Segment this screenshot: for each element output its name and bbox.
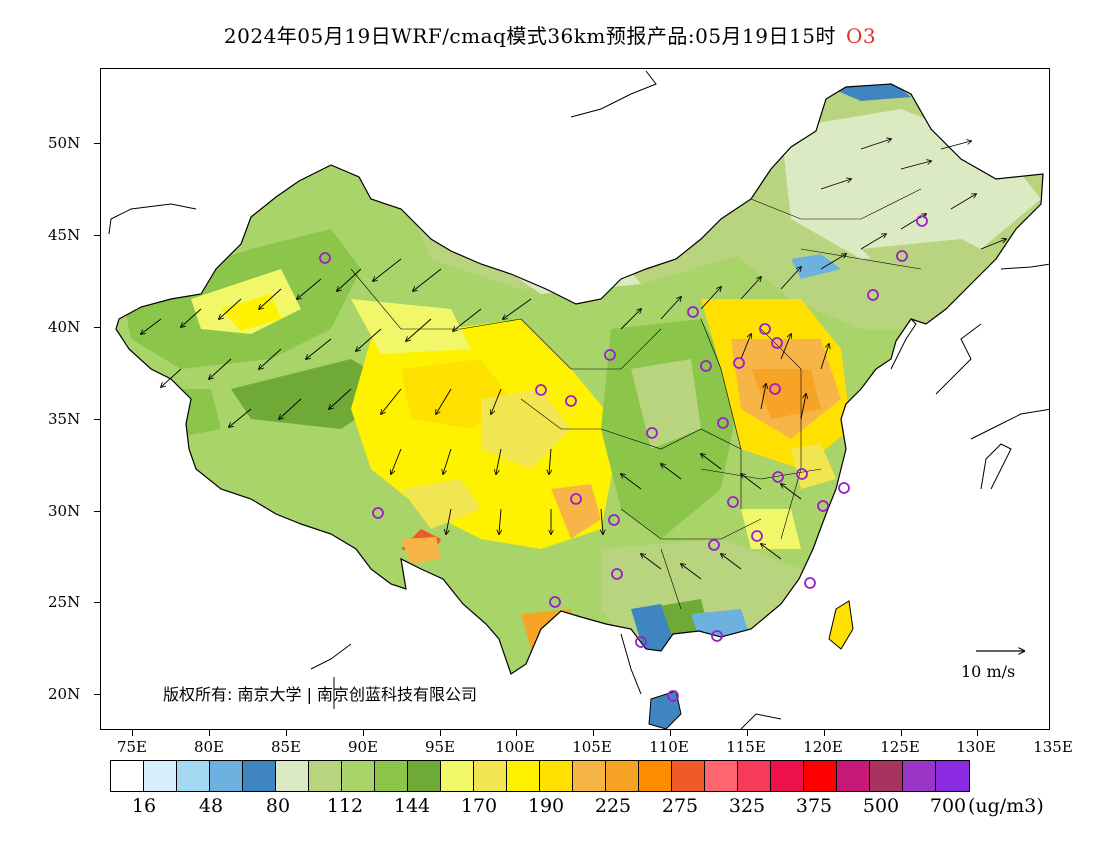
colorbar-swatch xyxy=(243,761,276,791)
colorbar-label: 275 xyxy=(661,795,699,817)
colorbar-swatch xyxy=(309,761,342,791)
lon-tick xyxy=(901,730,902,736)
colorbar-swatch xyxy=(804,761,837,791)
colorbar-swatch xyxy=(903,761,936,791)
lon-label-120e: 120E xyxy=(803,738,843,756)
colorbar-swatch xyxy=(606,761,639,791)
lon-label-95e: 95E xyxy=(424,738,456,756)
colorbar-label: 48 xyxy=(198,795,224,817)
colorbar-swatch xyxy=(738,761,771,791)
lon-label-90e: 90E xyxy=(347,738,379,756)
lat-tick xyxy=(94,602,100,603)
lon-label-110e: 110E xyxy=(649,738,689,756)
colorbar-label: 112 xyxy=(326,795,364,817)
colorbar-label: 80 xyxy=(265,795,291,817)
title-text: 2024年05月19日WRF/cmaq模式36km预报产品:05月19日15时 xyxy=(223,24,836,48)
lon-label-80e: 80E xyxy=(193,738,225,756)
lat-label-45n: 45N xyxy=(48,226,81,244)
colorbar-swatch xyxy=(474,761,507,791)
lon-tick xyxy=(670,730,671,736)
lon-tick xyxy=(286,730,287,736)
pollutant-label: O3 xyxy=(845,24,877,48)
colorbar-swatch xyxy=(111,761,144,791)
colorbar-label: 375 xyxy=(795,795,833,817)
neighbor-outlines xyxy=(108,70,1049,729)
colorbar-label: 325 xyxy=(728,795,766,817)
lon-label-135e: 135E xyxy=(1033,738,1073,756)
colorbar-swatch xyxy=(573,761,606,791)
lon-label-75e: 75E xyxy=(116,738,148,756)
colorbar-swatch xyxy=(507,761,540,791)
wind-vectors xyxy=(141,139,1006,580)
china-ozone-map xyxy=(108,70,1049,729)
colorbar xyxy=(110,760,970,792)
lat-label-25n: 25N xyxy=(48,593,81,611)
colorbar-swatch xyxy=(837,761,870,791)
province-lines xyxy=(350,188,922,610)
colorbar-label: 225 xyxy=(594,795,632,817)
colorbar-swatch xyxy=(705,761,738,791)
lat-label-20n: 20N xyxy=(48,685,81,703)
colorbar-swatch xyxy=(210,761,243,791)
colorbar-swatch xyxy=(870,761,903,791)
colorbar-label: 500 xyxy=(862,795,900,817)
lat-label-40n: 40N xyxy=(48,318,81,336)
colorbar-swatch xyxy=(441,761,474,791)
lon-tick xyxy=(440,730,441,736)
colorbar-label: 190 xyxy=(527,795,565,817)
lon-tick xyxy=(747,730,748,736)
china-border xyxy=(115,83,1044,675)
colorbar-label: 16 xyxy=(131,795,157,817)
lat-tick xyxy=(94,511,100,512)
taiwan-island xyxy=(828,600,854,650)
colorbar-label: 144 xyxy=(393,795,431,817)
lon-label-130e: 130E xyxy=(956,738,996,756)
lon-tick xyxy=(516,730,517,736)
colorbar-unit: (ug/m3) xyxy=(968,795,1044,817)
lon-tick xyxy=(977,730,978,736)
lon-tick xyxy=(209,730,210,736)
colorbar-swatch xyxy=(276,761,309,791)
lon-label-105e: 105E xyxy=(572,738,612,756)
lon-label-125e: 125E xyxy=(880,738,920,756)
wind-reference-label: 10 m/s xyxy=(961,662,1016,681)
colorbar-swatch xyxy=(540,761,573,791)
colorbar-swatch xyxy=(771,761,804,791)
lon-label-85e: 85E xyxy=(270,738,302,756)
lat-label-30n: 30N xyxy=(48,502,81,520)
colorbar-label: 700 xyxy=(929,795,967,817)
lon-label-100e: 100E xyxy=(495,738,535,756)
lon-tick xyxy=(593,730,594,736)
lat-tick xyxy=(94,143,100,144)
map-title: 2024年05月19日WRF/cmaq模式36km预报产品:05月19日15时 O… xyxy=(0,20,1100,49)
lon-tick xyxy=(363,730,364,736)
lon-label-115e: 115E xyxy=(726,738,766,756)
hainan-island xyxy=(648,690,682,729)
colorbar-swatch xyxy=(408,761,441,791)
colorbar-swatch xyxy=(342,761,375,791)
station-markers xyxy=(319,215,928,702)
lat-label-50n: 50N xyxy=(48,134,81,152)
colorbar-label: 170 xyxy=(460,795,498,817)
map-panel: 版权所有: 南京大学 | 南京创蓝科技有限公司 10 m/s xyxy=(100,68,1050,730)
lat-tick xyxy=(94,694,100,695)
colorbar-swatch xyxy=(639,761,672,791)
lat-tick xyxy=(94,327,100,328)
lat-label-35n: 35N xyxy=(48,410,81,428)
colorbar-swatch xyxy=(144,761,177,791)
colorbar-swatch xyxy=(936,761,969,791)
lat-tick xyxy=(94,419,100,420)
colorbar-swatch xyxy=(672,761,705,791)
colorbar-swatch xyxy=(177,761,210,791)
lat-tick xyxy=(94,235,100,236)
lon-tick xyxy=(824,730,825,736)
lon-tick xyxy=(132,730,133,736)
copyright-text: 版权所有: 南京大学 | 南京创蓝科技有限公司 xyxy=(163,685,478,704)
colorbar-swatch xyxy=(375,761,408,791)
